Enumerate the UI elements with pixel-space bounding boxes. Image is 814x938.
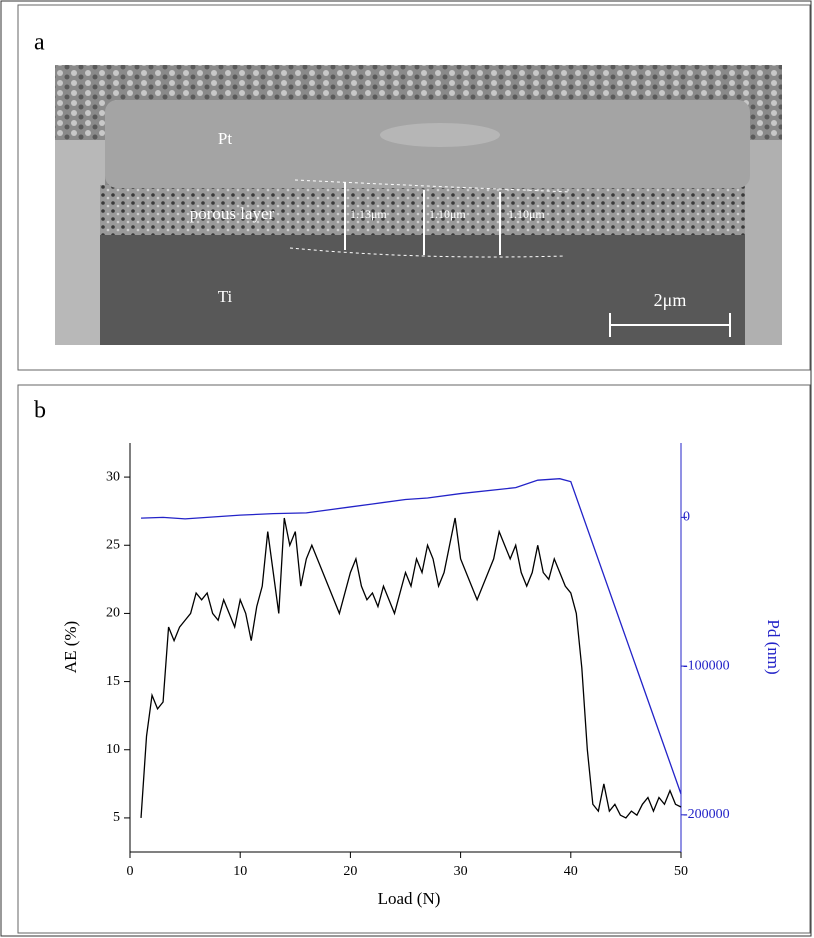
layer-label: porous layer	[190, 204, 275, 223]
panel-a-frame	[17, 4, 811, 371]
thickness-label: 1.13μm	[350, 207, 387, 221]
x-tick-label: 20	[343, 864, 357, 879]
x-tick-label: 50	[674, 864, 688, 879]
y-tick-label: 20	[106, 606, 120, 621]
y-tick-label: 15	[106, 674, 120, 689]
data-line	[140, 517, 682, 819]
thickness-label: 1.10μm	[429, 207, 466, 221]
layer-label: Pt	[218, 129, 232, 148]
y2-tick-label: 0	[683, 510, 690, 525]
y2-tick-label: -200000	[683, 807, 730, 822]
x-tick-label: 40	[564, 864, 578, 879]
panel-label: b	[34, 398, 46, 424]
y-axis-label: AE (%)	[61, 621, 80, 673]
data-line	[140, 478, 682, 795]
x-axis-label: Load (N)	[378, 889, 441, 908]
scale-bar-label: 2μm	[654, 290, 687, 310]
y-tick-label: 30	[106, 469, 120, 484]
y2-tick-label: -100000	[683, 658, 730, 673]
layer-label: Ti	[218, 287, 233, 306]
y2-axis-label: Pd (nm)	[764, 619, 783, 674]
x-tick-label: 0	[127, 864, 134, 879]
thickness-label: 1.10μm	[508, 207, 545, 221]
x-tick-label: 10	[233, 864, 247, 879]
panel-b-frame	[17, 384, 811, 934]
panel-label: a	[34, 30, 45, 56]
sem-image	[55, 65, 782, 345]
y-tick-label: 25	[106, 537, 120, 552]
y-tick-label: 10	[106, 742, 120, 757]
x-tick-label: 30	[454, 864, 468, 879]
y-tick-label: 5	[113, 810, 120, 825]
